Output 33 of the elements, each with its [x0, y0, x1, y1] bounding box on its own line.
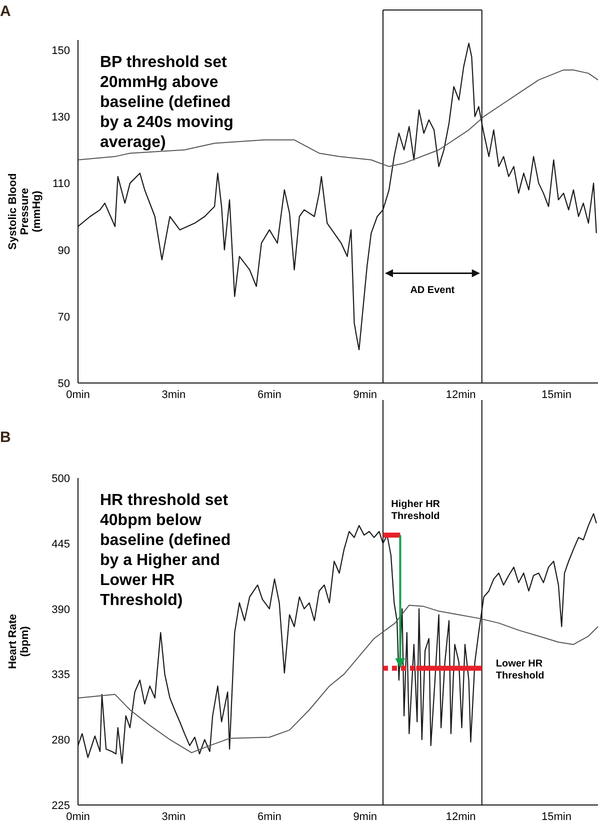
y-tick-label: 50 [58, 378, 70, 390]
x-tick-label: 9min [353, 389, 378, 401]
x-tick-label: 6min [257, 389, 282, 401]
y-tick-label: 110 [52, 178, 70, 190]
y-axis-title: Heart Rate (bpm) [7, 614, 31, 670]
series-label: Higher HR Threshold [391, 499, 441, 522]
y-tick-label: 500 [52, 473, 70, 485]
y-tick-label: 150 [52, 44, 70, 57]
y-axis-title: Systolic Blood Pressure (mmHg) [7, 173, 43, 250]
chart-title: A [0, 3, 11, 20]
y-tick-label: 90 [58, 244, 70, 257]
series-label: Lower HR Threshold [496, 658, 544, 682]
x-tick-label: 12min [446, 811, 476, 823]
y-tick-label: 70 [58, 311, 70, 324]
annotation: AD Event [410, 285, 456, 296]
x-tick-label: 15min [542, 811, 572, 823]
y-tick-label: 445 [52, 538, 70, 550]
annotation: HR threshold set 40bpm below baseline (defined by a Higher and Lower HR Threshold) [100, 492, 231, 609]
x-tick-label: 12min [446, 389, 476, 401]
y-tick-label: 390 [52, 604, 70, 616]
x-tick-label: 15min [542, 389, 572, 401]
x-tick-label: 6min [257, 811, 282, 823]
chart-title: B [0, 429, 11, 446]
x-tick-label: 3min [162, 811, 186, 823]
y-tick-label: 225 [52, 800, 70, 812]
y-tick-label: 280 [52, 734, 70, 747]
x-tick-label: 9min [353, 811, 378, 823]
y-tick-label: 130 [52, 112, 70, 124]
x-tick-label: 3min [162, 389, 186, 401]
x-tick-label: 0min [66, 389, 90, 401]
y-tick-label: 335 [52, 669, 70, 682]
annotation: BP threshold set 20mmHg above baseline (defined by a 240s moving average) [100, 54, 234, 151]
x-tick-label: 0min [66, 811, 90, 823]
